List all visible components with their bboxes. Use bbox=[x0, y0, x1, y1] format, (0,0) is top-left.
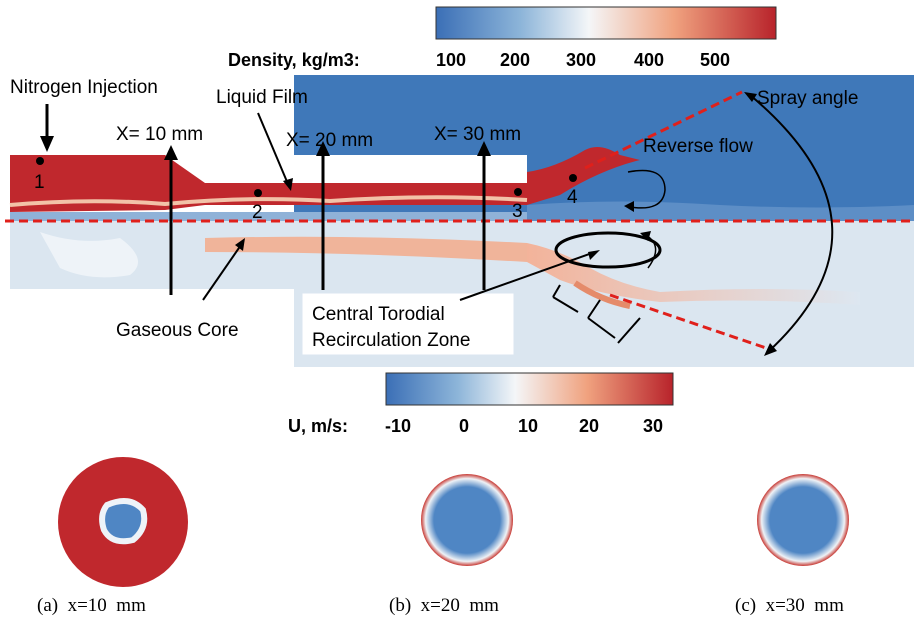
ctrz-box bbox=[302, 293, 514, 355]
label-spray-angle: Spray angle bbox=[757, 88, 858, 109]
cross-section-b bbox=[421, 474, 513, 566]
label-liquid-film: Liquid Film bbox=[216, 87, 308, 108]
point-4: 4 bbox=[567, 187, 578, 208]
density-ticks: 100 200 300 400 500 bbox=[436, 50, 730, 70]
density-colorbar bbox=[435, 6, 777, 40]
velocity-tick-20: 20 bbox=[579, 416, 599, 436]
velocity-ticks: -10 0 10 20 30 bbox=[385, 416, 663, 436]
spray-line-lower bbox=[609, 293, 773, 352]
velocity-tick-neg10: -10 bbox=[385, 416, 411, 436]
point-1: 1 bbox=[34, 172, 45, 193]
spray-angle-arc bbox=[749, 94, 834, 353]
density-tick-300: 300 bbox=[566, 50, 596, 70]
caption-a: (a) x=10 mm bbox=[37, 595, 146, 616]
label-x30: X= 30 mm bbox=[434, 124, 521, 145]
velocity-title: U, m/s: bbox=[288, 416, 348, 436]
density-title: Density, kg/m3: bbox=[228, 50, 360, 70]
density-tick-400: 400 bbox=[634, 50, 664, 70]
probe-points: 1 2 3 4 bbox=[34, 157, 578, 223]
position-arrows bbox=[164, 141, 491, 295]
density-tick-100: 100 bbox=[436, 50, 466, 70]
density-tick-500: 500 bbox=[700, 50, 730, 70]
cross-section-c bbox=[757, 474, 849, 566]
velocity-colorbar bbox=[385, 372, 674, 406]
velocity-tick-0: 0 bbox=[459, 416, 469, 436]
label-nitrogen-injection: Nitrogen Injection bbox=[10, 77, 158, 98]
velocity-tick-30: 30 bbox=[643, 416, 663, 436]
recirculation-ellipse bbox=[554, 231, 662, 269]
spray-line-upper bbox=[584, 90, 743, 170]
reverse-flow-arrow bbox=[627, 169, 666, 209]
label-x10: X= 10 mm bbox=[116, 124, 203, 145]
label-ctrz-2: Recirculation Zone bbox=[312, 330, 470, 351]
label-ctrz-1: Central Torodial bbox=[312, 304, 445, 325]
velocity-tick-10: 10 bbox=[518, 416, 538, 436]
point-2: 2 bbox=[252, 202, 263, 223]
density-tick-200: 200 bbox=[500, 50, 530, 70]
density-field bbox=[9, 75, 914, 221]
label-gaseous-core: Gaseous Core bbox=[116, 320, 239, 341]
caption-c: (c) x=30 mm bbox=[735, 595, 844, 616]
label-reverse-flow: Reverse flow bbox=[643, 136, 753, 157]
label-x20: X= 20 mm bbox=[286, 130, 373, 151]
shear-markers bbox=[552, 284, 641, 344]
point-3: 3 bbox=[512, 201, 523, 222]
caption-b: (b) x=20 mm bbox=[389, 595, 499, 616]
cross-section-a bbox=[58, 457, 188, 587]
